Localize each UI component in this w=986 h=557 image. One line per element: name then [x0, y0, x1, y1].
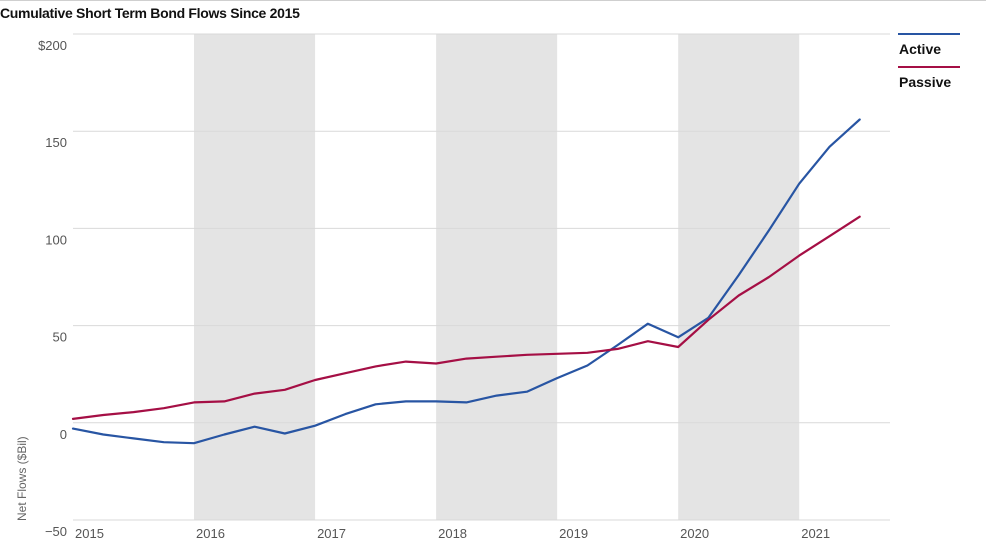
series-line-active — [71, 118, 861, 445]
y-axis-label: Net Flows ($Bil) — [15, 436, 29, 521]
y-tick-label: 0 — [60, 427, 67, 442]
series-line-passive — [71, 215, 861, 420]
y-tick-label: −50 — [45, 524, 67, 539]
y-tick-label: $200 — [38, 38, 67, 53]
x-tick-label: 2020 — [680, 526, 709, 541]
x-tick-label: 2019 — [559, 526, 588, 541]
y-tick-label: 50 — [53, 330, 67, 345]
gridlines — [73, 33, 890, 521]
x-tick-label: 2016 — [196, 526, 225, 541]
x-tick-label: 2018 — [438, 526, 467, 541]
shaded-band-2 — [678, 34, 800, 520]
x-tick-label: 2017 — [317, 526, 346, 541]
x-tick-label: 2015 — [75, 526, 104, 541]
shaded-years — [194, 34, 800, 520]
x-tick-label: 2021 — [801, 526, 830, 541]
legend: Active Passive — [898, 33, 960, 90]
shaded-band-1 — [436, 34, 558, 520]
legend-active-label: Active — [899, 41, 941, 57]
chart-title: Cumulative Short Term Bond Flows Since 2… — [0, 5, 300, 21]
top-rule — [0, 0, 986, 1]
y-axis-ticks: $200 150 100 50 0 −50 — [38, 38, 67, 539]
y-tick-label: 100 — [45, 232, 67, 247]
x-axis-ticks: 2015 2016 2017 2018 2019 2020 2021 — [75, 526, 830, 541]
y-tick-label: 150 — [45, 135, 67, 150]
legend-passive-label: Passive — [899, 74, 951, 90]
series-lines — [71, 118, 861, 445]
shaded-band-0 — [194, 34, 316, 520]
